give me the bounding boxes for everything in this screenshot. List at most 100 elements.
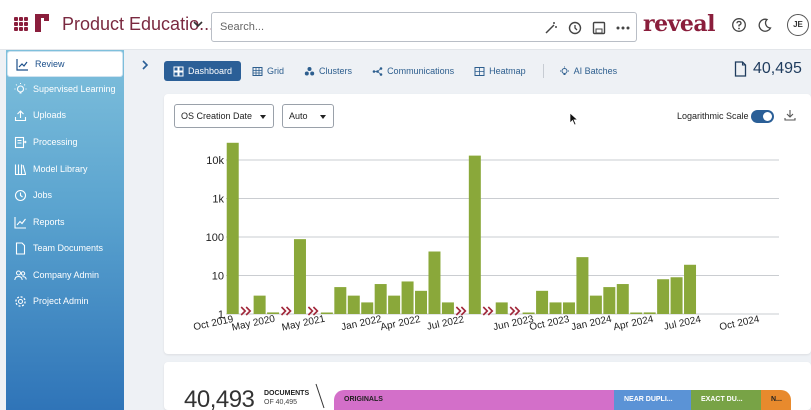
sidebar-item-label: Model Library — [33, 164, 88, 174]
sidebar-item-company-admin[interactable]: Company Admin — [6, 263, 124, 287]
documents-label: DOCUMENTS — [264, 390, 310, 397]
upload-icon — [14, 109, 27, 121]
sidebar-item-label: Project Admin — [33, 296, 89, 306]
tab-label: Grid — [267, 66, 285, 76]
magic-wand-icon[interactable] — [543, 20, 559, 36]
chart-bar — [388, 295, 401, 314]
sidebar-item-team-documents[interactable]: Team Documents — [6, 236, 124, 260]
segment-label: N... — [771, 396, 782, 403]
caret-down-icon — [320, 115, 326, 119]
document-icon — [15, 241, 26, 255]
tab-divider — [542, 64, 544, 78]
tab-dashboard[interactable]: Dashboard — [164, 61, 242, 81]
date-field-select[interactable]: OS Creation Date — [174, 104, 274, 128]
segment-exact-duplicates[interactable]: EXACT DU... — [691, 390, 761, 410]
sidebar-item-reports[interactable]: Reports — [6, 210, 124, 234]
segment-near-duplicates[interactable]: NEAR DUPLI... — [614, 390, 691, 410]
chart-bar — [576, 257, 589, 314]
sidebar-item-jobs[interactable]: Jobs — [6, 183, 124, 207]
sidebar: Review Supervised Learning Uploads Proce… — [6, 50, 124, 410]
table-icon — [252, 66, 263, 76]
document-count-value: 40,495 — [753, 60, 802, 77]
tab-label: Heatmap — [489, 66, 526, 76]
network-icon — [372, 66, 383, 76]
time-gap-marker — [482, 306, 494, 316]
heatmap-icon — [474, 66, 485, 76]
chevron-down-icon[interactable] — [192, 18, 204, 30]
reports-icon — [14, 216, 26, 229]
y-tick-label: 100 — [206, 232, 224, 244]
sidebar-item-label: Reports — [33, 217, 65, 227]
time-gap-marker — [509, 306, 521, 316]
x-tick-label: Jul 2024 — [663, 314, 703, 333]
documents-of-label: OF 40,495 — [264, 399, 298, 406]
y-tick-label: 1 — [218, 309, 224, 321]
sidebar-item-supervised-learning[interactable]: Supervised Learning — [6, 77, 124, 101]
sidebar-item-processing[interactable]: Processing — [6, 130, 124, 154]
ai-lightbulb-icon — [559, 66, 569, 75]
reveal-r-icon — [35, 14, 49, 32]
lightbulb-icon — [14, 82, 27, 93]
time-gap-marker — [240, 306, 252, 316]
chart-bar — [267, 312, 280, 314]
segment-other[interactable]: N... — [761, 390, 791, 410]
chart-bar — [495, 302, 508, 314]
chart-bar — [468, 155, 481, 314]
interval-select[interactable]: Auto — [282, 104, 334, 128]
chart-bar — [334, 287, 347, 314]
project-title[interactable]: Product Educatio... — [62, 14, 215, 34]
chevron-right-icon[interactable] — [138, 58, 152, 72]
sidebar-item-project-admin[interactable]: Project Admin — [6, 289, 124, 313]
search-bar[interactable]: Search... — [211, 12, 637, 42]
tab-communications[interactable]: Communications — [363, 61, 463, 81]
time-gap-marker — [455, 306, 467, 316]
gear-icon — [15, 295, 26, 307]
search-input[interactable]: Search... — [220, 21, 265, 33]
sidebar-item-label: Processing — [33, 137, 78, 147]
x-tick-label: Oct 2023 — [528, 314, 570, 333]
tab-ai-batches[interactable]: AI Batches — [550, 61, 627, 81]
chart-bar — [589, 295, 602, 314]
log-scale-label: Logarithmic Scale — [677, 111, 749, 121]
chart-bar — [293, 239, 306, 314]
summary-count: 40,493 — [184, 386, 255, 410]
save-icon[interactable] — [591, 20, 607, 36]
chart-bar — [616, 284, 629, 314]
help-icon[interactable] — [731, 17, 747, 33]
tab-heatmap[interactable]: Heatmap — [465, 61, 535, 81]
sidebar-item-review[interactable]: Review — [8, 52, 122, 76]
document-icon — [734, 61, 747, 77]
tab-clusters[interactable]: Clusters — [295, 61, 361, 81]
sidebar-item-label: Company Admin — [33, 270, 100, 280]
segment-label: ORIGINALS — [344, 396, 383, 403]
sidebar-item-uploads[interactable]: Uploads — [6, 103, 124, 127]
user-avatar[interactable]: JE — [787, 14, 809, 36]
sidebar-item-model-library[interactable]: Model Library — [6, 157, 124, 181]
x-tick-label: Oct 2019 — [192, 314, 234, 333]
chart-bar — [670, 277, 683, 314]
chart-bar — [415, 290, 428, 314]
history-icon[interactable] — [567, 20, 583, 36]
segment-originals[interactable]: ORIGINALS — [334, 390, 614, 410]
x-tick-label: Jan 2024 — [570, 314, 613, 333]
sidebar-item-label: Uploads — [33, 110, 67, 120]
library-icon — [14, 164, 27, 175]
download-icon[interactable] — [784, 109, 796, 121]
mouse-cursor-icon — [569, 112, 579, 126]
chart-bar — [441, 302, 454, 314]
summary-card: 40,493 DOCUMENTS OF 40,495 ORIGINALS NEA… — [164, 362, 811, 410]
app-grid-icon[interactable] — [14, 17, 28, 31]
x-tick-label: Jul 2022 — [426, 314, 466, 333]
tab-grid[interactable]: Grid — [243, 61, 293, 81]
clusters-icon — [304, 66, 315, 75]
x-tick-label: May 2020 — [231, 314, 277, 334]
y-tick-label: 10k — [206, 155, 224, 167]
moon-icon[interactable] — [757, 17, 773, 33]
chart-bar — [562, 302, 575, 314]
chart-bar — [253, 295, 266, 314]
document-count: 40,495 — [734, 60, 802, 78]
more-options-icon[interactable] — [615, 20, 631, 36]
x-tick-label: Oct 2024 — [718, 314, 760, 333]
log-scale-toggle[interactable] — [751, 110, 774, 123]
y-tick-label: 1k — [212, 194, 224, 206]
